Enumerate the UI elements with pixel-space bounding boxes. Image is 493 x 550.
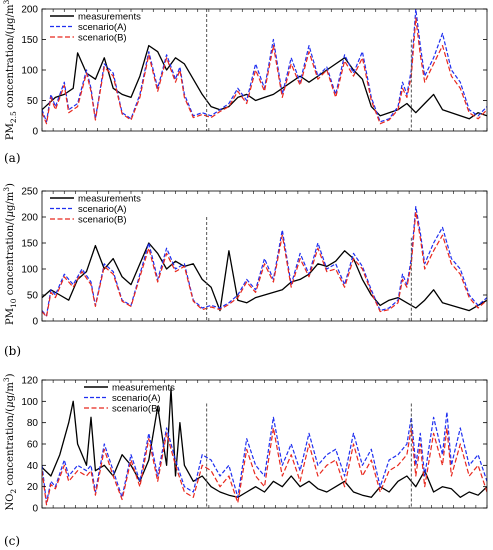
legend-label: scenario(B) bbox=[112, 403, 161, 414]
legend-label: scenario(A) bbox=[78, 204, 127, 215]
y-tick-label: 150 bbox=[21, 239, 38, 250]
legend-label: scenario(A) bbox=[78, 22, 127, 33]
y-axis-label-part: PM bbox=[5, 308, 16, 325]
y-tick-label: 250 bbox=[21, 187, 38, 198]
y-tick-label: 100 bbox=[21, 66, 38, 77]
y-axis-label: PM10 concentration/(μg/m3) bbox=[2, 183, 18, 325]
y-tick-label: 100 bbox=[21, 265, 38, 276]
y-tick-label: 40 bbox=[27, 461, 39, 472]
legend-label: scenario(A) bbox=[112, 393, 161, 404]
series-line-measurements bbox=[42, 387, 487, 498]
y-tick-label: 0 bbox=[32, 127, 38, 138]
series-line-measurements bbox=[42, 242, 487, 312]
y-tick-label: 0 bbox=[32, 317, 38, 328]
y-tick-label: 20 bbox=[27, 482, 39, 493]
y-tick-label: 50 bbox=[27, 291, 39, 302]
y-tick-label: 60 bbox=[27, 440, 39, 451]
legend-label: scenario(B) bbox=[78, 214, 127, 225]
y-axis-label-part: concentration/( bbox=[5, 217, 16, 298]
y-axis-label-part: 10 bbox=[9, 298, 18, 308]
y-axis-label-part: g/m bbox=[5, 191, 16, 211]
y-axis-label-part: ) bbox=[5, 183, 16, 187]
series-line-scenariob bbox=[42, 427, 487, 506]
y-tick-label: 200 bbox=[21, 5, 38, 16]
y-axis-label-part: ) bbox=[5, 373, 16, 377]
series-line-scenarioa bbox=[42, 411, 487, 504]
y-tick-label: 0 bbox=[32, 504, 38, 515]
y-axis-label-part: 2 bbox=[9, 489, 18, 494]
y-axis-label-part: g/m bbox=[5, 4, 16, 24]
panel-label: (b) bbox=[4, 344, 21, 358]
y-axis-label-part: concentration/( bbox=[5, 30, 16, 111]
y-axis-label-part: 2.5 bbox=[9, 111, 18, 123]
legend-label: measurements bbox=[112, 382, 175, 393]
legend-label: measurements bbox=[78, 193, 141, 204]
y-axis-label-part: 3 bbox=[2, 187, 11, 192]
panel-label: (a) bbox=[4, 151, 21, 165]
y-axis-label-part: 3 bbox=[2, 0, 11, 5]
y-axis-label-part: concentration/( bbox=[5, 408, 16, 489]
y-tick-label: 50 bbox=[27, 96, 39, 107]
legend-label: scenario(B) bbox=[78, 32, 127, 43]
series-line-scenariob bbox=[42, 211, 487, 318]
y-axis-label-part: μ bbox=[5, 401, 16, 408]
legend-label: measurements bbox=[78, 11, 141, 22]
y-tick-label: 100 bbox=[21, 397, 38, 408]
y-axis-label-part: g/m bbox=[5, 382, 16, 402]
y-tick-label: 150 bbox=[21, 35, 38, 46]
y-tick-label: 200 bbox=[21, 213, 38, 224]
y-axis-label-part: 3 bbox=[2, 377, 11, 382]
y-axis-label: NO2 concentration/(μg/m3) bbox=[2, 373, 18, 510]
y-tick-label: 120 bbox=[21, 376, 38, 387]
y-axis-label-part: NO bbox=[5, 494, 16, 511]
y-axis-label-part: μ bbox=[5, 24, 16, 31]
y-tick-label: 80 bbox=[27, 418, 39, 429]
y-axis-label-part: PM bbox=[5, 123, 16, 140]
y-axis-label: PM2.5 concentration/(μg/m3) bbox=[2, 0, 18, 140]
panel-label: (c) bbox=[4, 534, 20, 548]
y-axis-label-part: μ bbox=[5, 211, 16, 218]
series-line-scenariob bbox=[42, 17, 487, 125]
